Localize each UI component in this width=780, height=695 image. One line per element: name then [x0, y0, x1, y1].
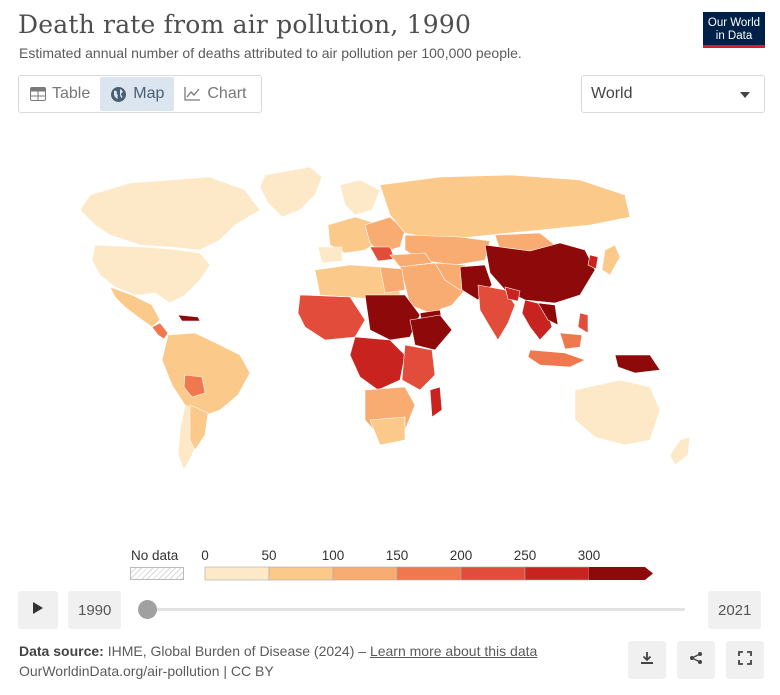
download-button[interactable] [628, 641, 666, 679]
world-map[interactable] [60, 155, 730, 485]
legend-tick-250: 250 [513, 548, 537, 563]
legend-bin-1[interactable] [268, 566, 334, 581]
legend-tick-300: 300 [577, 548, 601, 563]
legend-bin-4[interactable] [460, 566, 526, 581]
tab-table-label: Table [52, 85, 91, 102]
data-source: Data source: IHME, Global Burden of Dise… [19, 643, 537, 659]
region-madagascar [429, 386, 443, 418]
caret-down-icon [740, 92, 750, 98]
play-icon [32, 601, 44, 620]
region-papua [614, 354, 661, 374]
legend-no-data-label: No data [131, 548, 179, 563]
legend-bin-6[interactable] [589, 567, 653, 580]
tab-map-label: Map [133, 85, 165, 102]
globe-icon [110, 86, 127, 103]
legend-bin-3[interactable] [396, 566, 462, 581]
region-greenland [259, 166, 323, 218]
region-malaysia-borneo [559, 332, 583, 350]
region-australia [574, 379, 661, 446]
legend-tick-0: 0 [201, 548, 209, 563]
table-icon [30, 87, 46, 101]
learn-more-link[interactable]: Learn more about this data [369, 643, 538, 659]
data-source-label: Data source: [19, 643, 104, 659]
timeline-track[interactable] [148, 608, 685, 611]
data-source-text: IHME, Global Burden of Disease (2024) – [107, 643, 370, 659]
region-argentina [189, 404, 209, 451]
region-east-africa [401, 344, 436, 391]
region-new-zealand [669, 436, 691, 466]
share-icon [689, 651, 703, 670]
region-south-america-north [161, 332, 251, 418]
view-tabs: Table Map Chart [18, 75, 262, 113]
region-bolivia [183, 374, 206, 398]
fullscreen-button[interactable] [726, 641, 764, 679]
legend-bin-0[interactable] [204, 566, 270, 581]
region-iberia [317, 246, 343, 264]
download-icon [640, 651, 654, 670]
region-japan [601, 244, 621, 276]
play-button[interactable] [18, 591, 58, 629]
fullscreen-icon [738, 650, 752, 670]
region-canada [79, 176, 261, 251]
region-indochina [537, 302, 559, 326]
legend-bin-2[interactable] [332, 566, 398, 581]
region-egypt [379, 266, 406, 294]
region-bangladesh-nepal [504, 286, 521, 302]
share-button[interactable] [677, 641, 715, 679]
region-sahel-east [364, 294, 421, 341]
page-title: Death rate from air pollution, 1990 [18, 10, 472, 39]
page-subtitle: Estimated annual number of deaths attrib… [19, 45, 522, 61]
region-turkey [389, 252, 433, 268]
logo-line-1: Our World [707, 17, 761, 29]
entity-selector-value: World [591, 85, 633, 102]
region-south-africa [369, 416, 406, 446]
tab-map[interactable]: Map [100, 77, 175, 111]
region-europe-east [364, 216, 406, 254]
legend-bin-5[interactable] [524, 566, 590, 581]
region-indonesia [527, 349, 586, 368]
region-philippines [577, 312, 589, 334]
legend-no-data-swatch [130, 567, 184, 580]
owid-logo[interactable]: Our World in Data [703, 12, 765, 48]
legend-tick-150: 150 [385, 548, 409, 563]
tab-chart-label: Chart [207, 85, 247, 102]
entity-selector[interactable]: World [581, 75, 765, 113]
legend-color-bar [204, 566, 653, 581]
region-scandinavia [339, 179, 381, 216]
region-west-africa [297, 294, 366, 341]
region-usa [91, 244, 211, 304]
region-horn-of-africa [409, 314, 453, 351]
region-central-africa [349, 336, 406, 391]
source-url: OurWorldinData.org/air-pollution | CC BY [19, 663, 274, 679]
region-russia [379, 174, 631, 241]
region-central-america [151, 322, 169, 340]
tab-chart[interactable]: Chart [174, 77, 256, 111]
legend-tick-100: 100 [321, 548, 345, 563]
timeline-handle[interactable] [138, 600, 157, 619]
tab-table[interactable]: Table [20, 77, 100, 111]
map-legend: No data 0 50 100 150 200 250 300 [0, 540, 780, 585]
region-korea [587, 254, 599, 270]
legend-tick-200: 200 [449, 548, 473, 563]
timeline-end-year[interactable]: 2021 [708, 591, 762, 629]
line-chart-icon [184, 87, 201, 101]
region-china [484, 242, 596, 304]
logo-line-2: in Data [715, 30, 753, 42]
timeline-start-year[interactable]: 1990 [68, 591, 122, 629]
region-caribbean [177, 314, 201, 322]
legend-tick-50: 50 [261, 548, 277, 563]
